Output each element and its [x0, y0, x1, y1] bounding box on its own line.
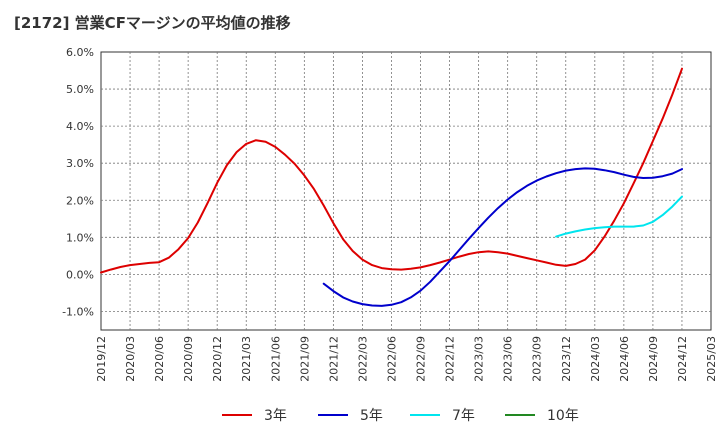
legend-label: 10年 [547, 408, 579, 424]
x-tick-label: 2022/06 [385, 336, 398, 382]
y-tick-label: 5.0% [66, 83, 94, 96]
chart-title: [2172] 営業CFマージンの平均値の推移 [14, 14, 291, 32]
x-tick-label: 2022/03 [356, 336, 369, 382]
y-tick-label: 4.0% [66, 120, 94, 133]
x-tick-label: 2020/09 [182, 336, 195, 382]
x-tick-label: 2019/12 [95, 336, 108, 382]
y-tick-label: 3.0% [66, 157, 94, 170]
x-tick-label: 2023/09 [531, 336, 544, 382]
y-tick-label: 0.0% [66, 268, 94, 281]
x-tick-label: 2025/03 [705, 336, 718, 382]
series-line [100, 67, 683, 274]
x-tick-label: 2023/12 [560, 336, 573, 382]
x-tick-label: 2022/09 [415, 336, 428, 382]
y-tick-label: 6.0% [66, 46, 94, 59]
x-tick-label: 2022/12 [444, 336, 457, 382]
plot-frame [100, 51, 712, 331]
x-tick-label: 2021/03 [240, 336, 253, 382]
x-tick-label: 2020/12 [211, 336, 224, 382]
x-tick-label: 2021/06 [269, 336, 282, 382]
legend-label: 7年 [452, 408, 475, 424]
series-line [555, 195, 683, 238]
x-tick-label: 2020/06 [153, 336, 166, 382]
legend-label: 3年 [264, 408, 287, 424]
x-tick-label: 2024/06 [618, 336, 631, 382]
x-tick-label: 2024/09 [647, 336, 660, 382]
x-tick-label: 2023/03 [473, 336, 486, 382]
legend-label: 5年 [360, 408, 383, 424]
y-tick-label: 1.0% [66, 231, 94, 244]
x-tick-label: 2021/09 [298, 336, 311, 382]
x-tick-label: 2023/06 [502, 336, 515, 382]
x-tick-label: 2024/03 [589, 336, 602, 382]
x-tick-label: 2024/12 [676, 336, 689, 382]
series-line [322, 167, 683, 307]
y-tick-label: -1.0% [62, 305, 94, 318]
x-tick-label: 2021/12 [327, 336, 340, 382]
y-tick-label: 2.0% [66, 194, 94, 207]
x-tick-label: 2020/03 [124, 336, 137, 382]
